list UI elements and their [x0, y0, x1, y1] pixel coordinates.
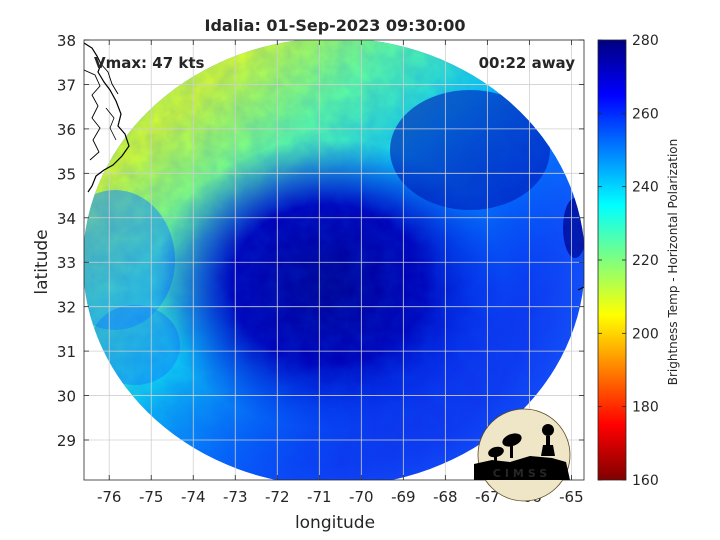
x-tick-label: -67 — [475, 488, 500, 506]
logo-silhouette-icon — [474, 424, 570, 480]
x-tick-label: -70 — [349, 488, 374, 506]
colorbar-tick-label: 220 — [632, 253, 659, 269]
y-tick-label: 37 — [57, 76, 76, 94]
x-tick-label: -76 — [97, 488, 122, 506]
y-tick-label: 36 — [57, 121, 76, 139]
plot-frame — [83, 39, 585, 481]
y-tick-label: 35 — [57, 165, 76, 183]
logo-text: CIMSS — [493, 467, 551, 480]
cimss-logo: CIMSS — [474, 408, 571, 502]
swath-texture — [84, 40, 584, 480]
x-tick-label: -73 — [223, 488, 248, 506]
x-axis-label: longitude — [295, 513, 375, 533]
colorbar-label: Brightness Temp - Horizontal Polarizatio… — [666, 139, 680, 386]
colorbar-tick-label: 260 — [632, 106, 659, 122]
x-tick-label: -74 — [181, 488, 206, 506]
vmax-annotation: Vmax: 47 kts — [94, 54, 204, 72]
y-tick-label: 38 — [57, 32, 76, 50]
colorbar-tick-label: 200 — [632, 326, 659, 342]
x-tick-label: -65 — [559, 488, 584, 506]
y-axis-ticks: 29 30 31 32 33 34 35 36 37 38 — [57, 32, 584, 450]
y-tick-label: 30 — [57, 388, 76, 406]
colorbar-ticks: 160 180 200 220 240 260 280 — [598, 33, 659, 489]
swath-layer — [84, 40, 584, 480]
colorbar-tick-label: 160 — [632, 473, 659, 489]
grid-lines — [84, 39, 584, 480]
x-tick-label: -68 — [433, 488, 458, 506]
colorbar-tick-label: 180 — [632, 400, 659, 416]
y-tick-label: 29 — [57, 432, 76, 450]
y-tick-label: 34 — [57, 210, 76, 228]
x-tick-label: -75 — [139, 488, 164, 506]
y-axis-label: latitude — [32, 229, 52, 294]
y-tick-label: 31 — [57, 343, 76, 361]
colorbar — [597, 39, 627, 481]
colorbar-tick-label: 280 — [632, 33, 659, 49]
chart-title: Idalia: 01-Sep-2023 09:30:00 — [204, 16, 465, 35]
x-tick-label: -71 — [307, 488, 332, 506]
colorbar-tick-label: 240 — [632, 180, 659, 196]
away-annotation: 00:22 away — [479, 54, 576, 72]
coastline — [84, 42, 584, 291]
x-tick-label: -69 — [391, 488, 416, 506]
x-tick-label: -72 — [265, 488, 290, 506]
y-tick-label: 32 — [57, 299, 76, 317]
y-tick-label: 33 — [57, 254, 76, 272]
